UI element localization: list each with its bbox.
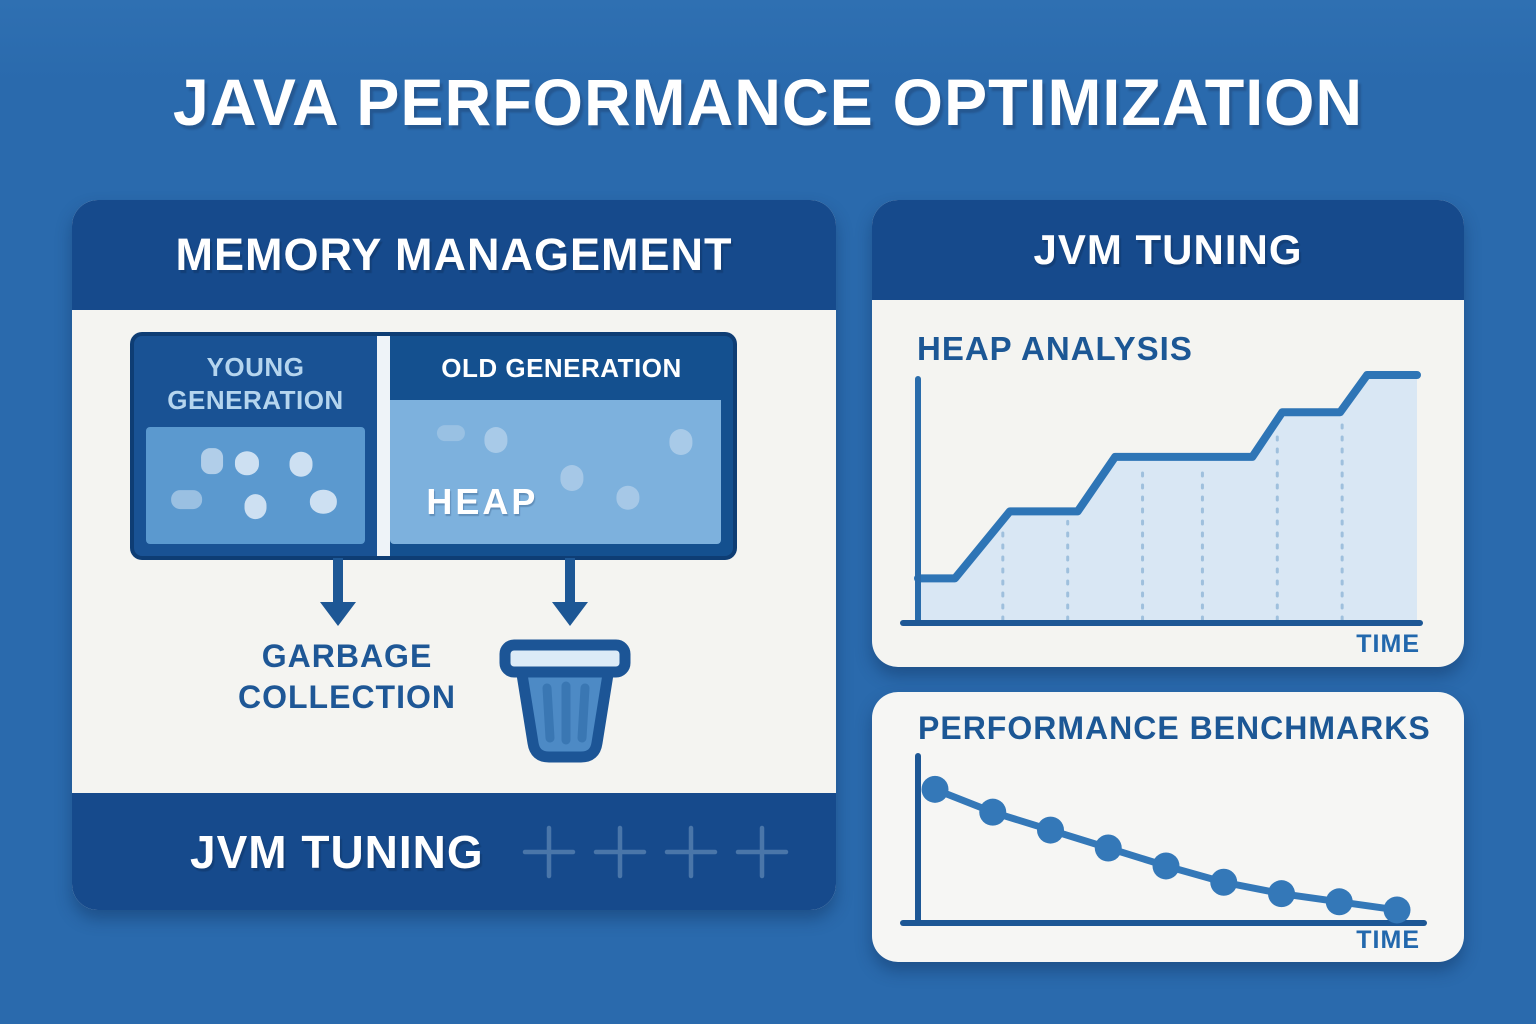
memory-management-header: MEMORY MANAGEMENT (72, 200, 836, 310)
heap-diagram: YOUNG GENERATION OLD GENERATION HEAP (130, 332, 737, 560)
heap-analysis-chart (900, 371, 1423, 626)
garbage-collection-label: GARBAGE COLLECTION (238, 638, 456, 715)
generation-divider (377, 332, 390, 560)
old-generation-label: OLD GENERATION (441, 353, 682, 383)
plus-icon (735, 825, 788, 878)
heap-object-dot (484, 427, 508, 454)
performance-benchmarks-chart (900, 753, 1427, 926)
jvm-tuning-header: JVM TUNING (872, 200, 1464, 300)
heap-object-dot (310, 489, 337, 515)
heap-object-dot (200, 448, 223, 474)
time-axis-label: TIME (1356, 630, 1420, 658)
old-generation-heap-area: HEAP (390, 400, 721, 544)
time-axis-label: TIME (1356, 926, 1420, 954)
jvm-tuning-footer-label: JVM TUNING (190, 825, 484, 878)
heap-label: HEAP (426, 480, 539, 522)
old-generation-box: OLD GENERATION HEAP (390, 332, 737, 560)
page-title: JAVA PERFORMANCE OPTIMIZATION (172, 65, 1364, 139)
memory-management-title: MEMORY MANAGEMENT (175, 229, 733, 280)
jvm-tuning-panel: JVM TUNING HEAP ANALYSIS TIME (872, 200, 1464, 667)
heap-object-dot (616, 485, 640, 511)
heap-object-dot (244, 493, 267, 520)
young-generation-box: YOUNG GENERATION (130, 332, 377, 560)
plus-icon (664, 825, 717, 878)
performance-benchmarks-title: PERFORMANCE BENCHMARKS (918, 710, 1431, 746)
heap-object-dot (560, 464, 584, 491)
jvm-tuning-footer: JVM TUNING (72, 793, 836, 910)
performance-benchmarks-panel: PERFORMANCE BENCHMARKS TIME (872, 692, 1464, 962)
heap-object-dot (234, 451, 259, 475)
heap-object-dot (669, 428, 693, 455)
heap-object-dot (170, 489, 203, 510)
heap-analysis-title: HEAP ANALYSIS (917, 330, 1193, 367)
heap-object-dot (289, 452, 313, 477)
young-generation-heap-area (146, 427, 365, 544)
memory-management-panel: MEMORY MANAGEMENT YOUNG GENERATION OLD G… (72, 200, 836, 910)
young-generation-label: YOUNG GENERATION (167, 352, 344, 415)
heap-object-dot (437, 425, 466, 442)
plus-icon (593, 825, 646, 878)
plus-icon (522, 825, 575, 878)
plus-icons (520, 823, 791, 881)
jvm-tuning-title: JVM TUNING (1033, 226, 1303, 273)
trash-can-icon (490, 624, 640, 770)
memory-management-body: YOUNG GENERATION OLD GENERATION HEAP GAR… (72, 310, 836, 793)
